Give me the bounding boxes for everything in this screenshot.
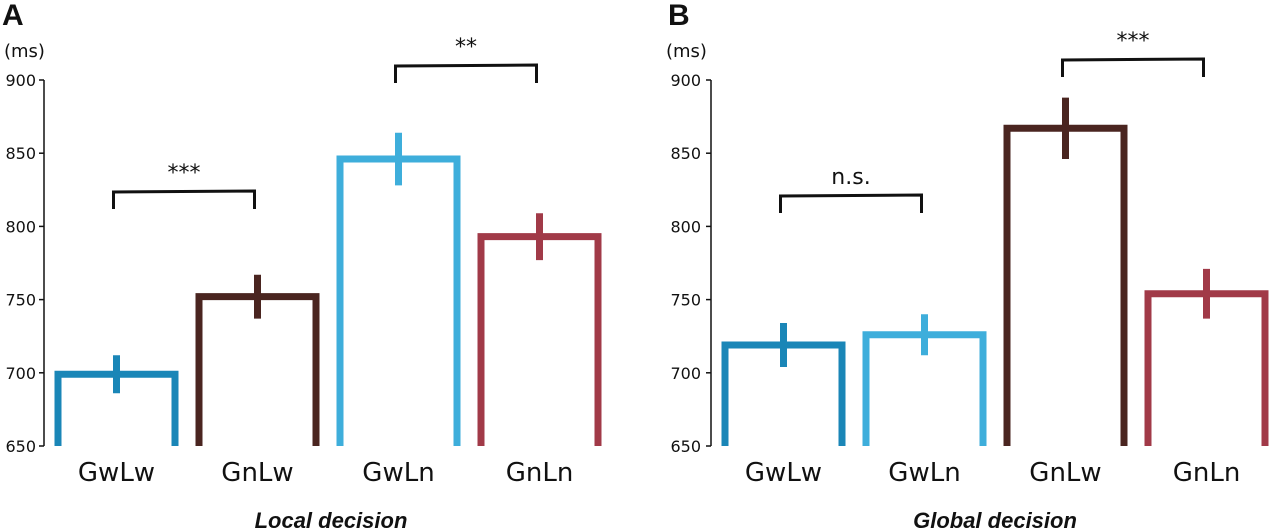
y-tick-label: 650 xyxy=(5,437,36,456)
y-tick-label: 750 xyxy=(670,291,701,310)
y-axis-unit: (ms) xyxy=(4,41,45,62)
significance-bracket xyxy=(1061,57,1205,77)
x-tick-label: GnLw xyxy=(1029,458,1101,488)
significance-bracket xyxy=(112,189,256,209)
y-tick-label: 800 xyxy=(5,217,36,236)
x-tick-label: GwLn xyxy=(362,458,434,488)
y-tick-label: 750 xyxy=(5,291,36,310)
significance-label: *** xyxy=(168,161,201,186)
panel-letter: A xyxy=(2,0,24,32)
x-tick-label: GwLn xyxy=(888,458,960,488)
significance-label: n.s. xyxy=(831,165,870,190)
x-axis-label: Local decision xyxy=(255,508,408,531)
bar xyxy=(477,233,602,446)
significance-label: *** xyxy=(1117,29,1150,54)
y-tick-label: 900 xyxy=(5,71,36,90)
x-tick-label: GnLn xyxy=(1173,458,1241,488)
panel-letter: B xyxy=(668,0,690,32)
y-tick-label: 900 xyxy=(670,71,701,90)
x-tick-label: GnLn xyxy=(506,458,574,488)
y-tick-label: 700 xyxy=(670,364,701,383)
x-tick-label: GwLw xyxy=(745,458,822,488)
y-tick-label: 850 xyxy=(670,144,701,163)
significance-bracket xyxy=(779,193,923,213)
x-tick-label: GnLw xyxy=(221,458,293,488)
bar xyxy=(336,155,461,446)
y-tick-label: 850 xyxy=(5,144,36,163)
bar xyxy=(1003,124,1128,446)
y-tick-label: 700 xyxy=(5,364,36,383)
significance-label: ** xyxy=(455,35,477,60)
y-tick-label: 650 xyxy=(670,437,701,456)
x-axis-label: Global decision xyxy=(913,508,1077,531)
y-tick-label: 800 xyxy=(670,217,701,236)
y-axis-unit: (ms) xyxy=(666,41,707,62)
significance-bracket xyxy=(394,63,538,83)
x-tick-label: GwLw xyxy=(78,458,155,488)
bar xyxy=(195,293,320,446)
